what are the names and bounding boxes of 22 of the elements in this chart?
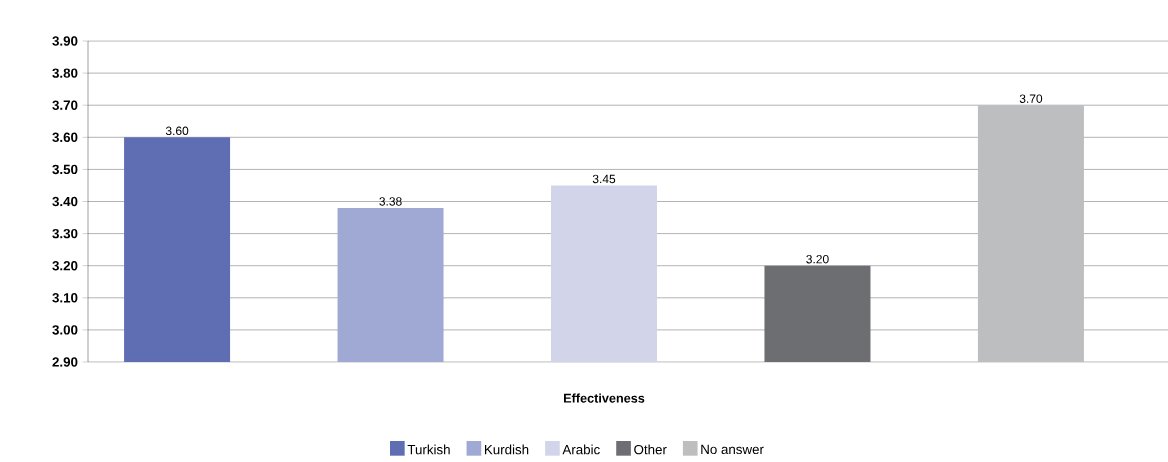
y-tick-label: 3.50 [52,164,78,175]
legend-label: Arabic [562,444,600,455]
y-tick-label: 3.00 [52,325,78,335]
y-tick-label: 3.10 [52,293,78,303]
y-tick-label: 2.90 [52,357,78,367]
data-label: 3.60 [165,126,189,136]
y-tick-label: 3.40 [52,196,78,207]
legend-label: No answer [701,444,764,455]
data-label: 3.70 [1019,94,1043,103]
legend-label: Turkish [407,444,450,455]
x-tick-label: Effectiveness [564,393,645,403]
data-label: 3.45 [592,174,616,184]
data-label: 3.38 [379,197,402,206]
legend-label: Kurdish [484,444,529,455]
y-tick-label: 3.90 [52,36,78,46]
y-tick-label: 3.20 [52,260,78,271]
y-tick-label: 3.80 [52,68,78,78]
legend-label: Other [634,444,667,455]
data-label: 3.20 [806,254,829,264]
y-tick-label: 3.70 [52,100,78,110]
y-tick-label: 3.60 [52,132,78,143]
y-tick-label: 3.30 [52,228,78,239]
